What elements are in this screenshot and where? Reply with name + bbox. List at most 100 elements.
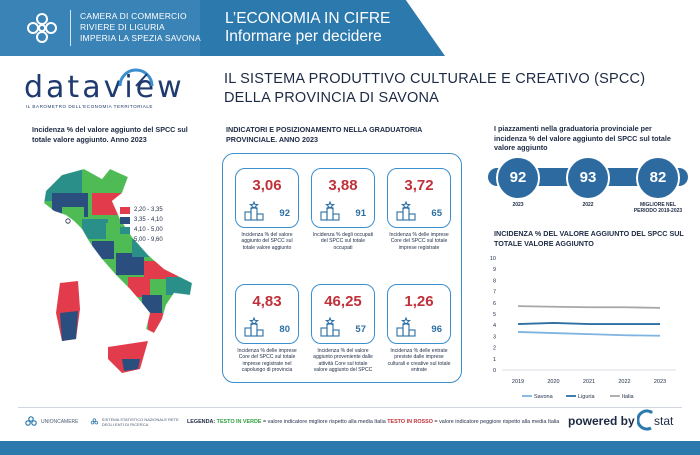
indicator-rank: 65: [431, 208, 442, 219]
legend-green-text: = valore indicatore migliore rispetto al…: [261, 419, 388, 425]
x-tick-label: 2022: [618, 379, 630, 385]
chamber-name: CAMERA DI COMMERCIO RIVIERE DI LIGURIA I…: [80, 11, 201, 44]
legend-entry: 3,35 - 4,10: [120, 215, 163, 225]
y-tick-label: 2: [493, 346, 496, 352]
map-legend: 2,20 - 3,35 3,35 - 4,10 4,10 - 5,00 5,00…: [120, 205, 163, 245]
x-tick-label: 2019: [512, 379, 524, 385]
legend-label-savona: Savona: [534, 394, 554, 400]
legend-swatch: [120, 216, 130, 224]
x-tick-label: 2021: [583, 379, 595, 385]
podium-icon: [320, 201, 340, 221]
header-subtitle-line: Informare per decidere: [225, 28, 382, 45]
gauge-icon: [118, 68, 154, 87]
series-line-liguria: [517, 322, 660, 325]
italy-map: [43, 168, 193, 373]
footer-divider: [18, 407, 682, 408]
dataview-tagline: IL BAROMETRO DELL'ECONOMIA TERRITORIALE: [26, 104, 153, 109]
legend-green-label: TESTO IN VERDE: [216, 419, 262, 425]
indicator-card: 46,25 57 Incidenza % del valore aggiunto p…: [311, 284, 375, 374]
indicator-desc: Incidenza % degli occupati del SPCC sul …: [312, 232, 374, 251]
indicator-box: 46,25 57: [311, 284, 375, 344]
indicator-rank: 91: [355, 208, 366, 219]
savona-marker: [65, 218, 71, 224]
indicator-card: 3,06 92 Incidenza % del valore aggiunto de…: [235, 168, 299, 251]
podium-icon: [244, 201, 264, 221]
chamber-line: IMPERIA LA SPEZIA SAVONA: [80, 33, 201, 43]
legend-swatch: [120, 226, 130, 234]
podium-icon: [396, 317, 416, 337]
bottom-bar: [0, 441, 700, 455]
header-right-band: [200, 0, 445, 56]
indicator-value: 46,25: [324, 293, 362, 310]
legend-label-liguria: Liguria: [578, 394, 595, 400]
indicator-desc: Incidenza % delle imprese Core del SPCC …: [389, 232, 449, 251]
ranking-title: I piazzamenti nella graduatoria provinci…: [494, 124, 671, 152]
indicator-card: 3,72 65 Incidenza % delle imprese Core del…: [387, 168, 451, 251]
indicator-card: 3,88 91 Incidenza % degli occupati del SPC…: [311, 168, 375, 251]
indicator-value: 1,26: [404, 293, 434, 310]
y-tick-label: 6: [493, 301, 496, 307]
rete-text: SISTEMA STATISTICO NAZIONALE RETE DEGLI …: [101, 417, 179, 427]
x-tick-label: 2020: [547, 379, 559, 385]
x-tick-label: 2023: [654, 379, 666, 385]
indicator-box: 4,83 80: [235, 284, 299, 344]
indicator-value: 4,83: [252, 293, 282, 310]
line-chart-title: INCIDENZA % DEL VALORE AGGIUNTO DEL SPCC…: [494, 229, 684, 248]
indicator-box: 3,88 91: [311, 168, 375, 228]
legend-swatch: [120, 236, 130, 244]
rank-label-2022: 2022: [582, 202, 594, 208]
rank-circle-2022: 93: [566, 156, 610, 200]
legend-label: 5,00 - 9,60: [134, 237, 163, 243]
indicator-desc: Incidenza % delle imprese Core del SPCC …: [237, 348, 297, 374]
y-tick-label: 3: [493, 334, 496, 340]
indicator-desc: Incidenza % del valore aggiunto provenie…: [313, 348, 373, 374]
rete-icon: [90, 418, 99, 425]
podium-icon: [320, 317, 340, 337]
dataview-wordmark: dataview: [24, 70, 185, 105]
indicator-box: 3,72 65: [387, 168, 451, 228]
header-title: L’ECONOMIA IN CIFRE Informare per decide…: [225, 10, 390, 46]
indicator-value: 3,88: [328, 177, 358, 194]
rank-circle-2023: 92: [496, 156, 540, 200]
indicators-title: INDICATORI E POSIZIONAMENTO NELLA GRADUA…: [226, 125, 423, 144]
header-divider: [70, 10, 71, 46]
legend-entry: 5,00 - 9,60: [120, 235, 163, 245]
footer-legend: LEGENDA: TESTO IN VERDE = valore indicat…: [187, 419, 559, 425]
unioncamere-text: UNIONCAMERE: [41, 419, 79, 425]
legend-label-italia: Italia: [622, 394, 635, 400]
indicator-card: 4,83 80 Incidenza % delle imprese Core del…: [235, 284, 299, 374]
chamber-logo-icon: [27, 13, 57, 43]
indicator-value: 3,72: [404, 177, 434, 194]
rank-label-2023: 2023: [512, 202, 524, 208]
indicator-rank: 92: [279, 208, 290, 219]
page-title-line: DELLA PROVINCIA DI SAVONA: [224, 90, 440, 106]
indicators-panel: 3,06 92 Incidenza % del valore aggiunto de…: [222, 153, 462, 383]
istat-logo: stat: [637, 409, 674, 431]
legend-label: 2,20 - 3,35: [134, 207, 163, 213]
y-tick-label: 9: [493, 267, 496, 273]
istat-text: stat: [654, 414, 674, 428]
line-chart: 0 1 2 3 4 5 6 7 8 9 10 2019 2020 2021 2022 2023 Savona Li…: [490, 256, 676, 400]
y-tick-label: 0: [493, 368, 496, 374]
y-tick-label: 7: [493, 290, 496, 296]
map-title: Incidenza % del valore aggiunto del SPCC…: [32, 125, 188, 144]
legend-swatch: [120, 206, 130, 214]
indicator-desc: Incidenza % delle entrate previste dalle…: [387, 348, 451, 374]
y-tick-label: 5: [493, 312, 496, 318]
indicator-box: 3,06 92: [235, 168, 299, 228]
y-tick-label: 4: [493, 323, 496, 329]
legend-entry: 4,10 - 5,00: [120, 225, 163, 235]
unioncamere-icon: [25, 416, 37, 426]
podium-icon: [396, 201, 416, 221]
y-tick-label: 1: [493, 357, 496, 363]
rank-circle-best: 82: [636, 156, 680, 200]
series-line-savona: [517, 331, 661, 337]
page-title-line: IL SISTEMA PRODUTTIVO CULTURALE E CREATI…: [224, 71, 646, 87]
legend-label: 4,10 - 5,00: [134, 227, 163, 233]
series-line-italia: [517, 305, 661, 309]
y-tick-label: 8: [493, 278, 496, 284]
legend-red-label: TESTO IN ROSSO: [387, 419, 433, 425]
indicator-rank: 57: [355, 324, 366, 335]
chamber-line: CAMERA DI COMMERCIO: [80, 11, 187, 21]
powered-by-text: powered by: [568, 414, 635, 428]
